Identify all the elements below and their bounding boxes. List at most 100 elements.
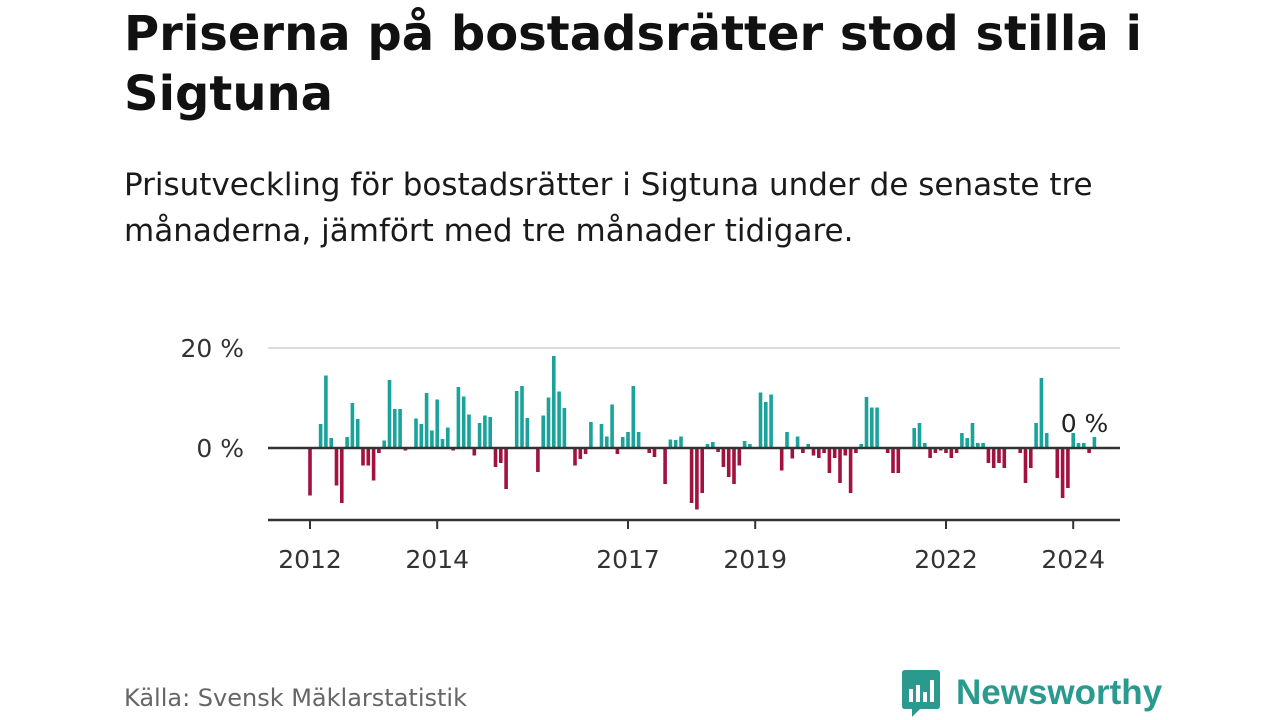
bar <box>827 448 832 473</box>
bar <box>769 394 773 448</box>
bar <box>991 448 996 468</box>
bar <box>414 418 418 448</box>
bar <box>440 439 445 448</box>
bar <box>981 443 985 448</box>
bar <box>477 423 482 448</box>
bar <box>345 437 349 448</box>
bar <box>1071 433 1075 448</box>
bar <box>552 356 556 448</box>
bar <box>917 423 922 448</box>
bar <box>875 407 879 448</box>
bar <box>536 448 540 472</box>
bar <box>520 386 524 448</box>
bar <box>546 397 551 448</box>
y-tick-label: 0 % <box>196 434 244 463</box>
source-note: Källa: Svensk Mäklarstatistik <box>124 684 467 712</box>
bar <box>398 409 402 448</box>
bar <box>668 439 673 448</box>
bar <box>525 418 530 448</box>
x-tick-label: 2019 <box>723 545 787 574</box>
bar <box>716 448 720 452</box>
bar <box>1060 448 1065 498</box>
bar <box>859 444 863 448</box>
bar <box>949 448 954 458</box>
bar <box>1029 448 1033 468</box>
bar <box>1092 437 1097 448</box>
bar <box>620 437 625 448</box>
bar <box>430 430 434 448</box>
chart-title: Priserna på bostadsrätter stod stilla i … <box>124 6 1142 122</box>
bar <box>954 448 959 453</box>
bar <box>340 448 344 503</box>
bar <box>870 407 874 448</box>
bar <box>960 433 964 448</box>
bar <box>970 423 975 448</box>
bar <box>838 448 842 483</box>
bar <box>461 396 466 448</box>
bar <box>1034 423 1038 448</box>
bar <box>610 404 614 448</box>
bar <box>652 448 657 457</box>
bar <box>933 448 938 453</box>
x-tick-label: 2012 <box>278 545 342 574</box>
bar <box>673 440 678 448</box>
bar <box>541 415 545 448</box>
y-tick-label: 20 % <box>180 334 244 363</box>
bar <box>1066 448 1070 488</box>
bar <box>1055 448 1060 478</box>
bar <box>605 436 609 448</box>
bar <box>562 408 567 448</box>
bar <box>573 448 577 466</box>
bar <box>583 448 588 454</box>
bar <box>361 448 365 466</box>
bar <box>663 448 667 484</box>
bar <box>1044 433 1049 448</box>
bar <box>446 427 450 448</box>
bar <box>324 375 328 448</box>
bar <box>387 380 392 448</box>
bar <box>1076 443 1081 448</box>
bar <box>843 448 848 456</box>
bar <box>631 386 636 448</box>
bar <box>435 399 439 448</box>
x-tick-label: 2022 <box>914 545 978 574</box>
bar <box>896 448 901 473</box>
bar <box>504 448 508 489</box>
x-tick-label: 2014 <box>405 545 469 574</box>
bar <box>488 417 492 448</box>
newsworthy-logo-text: Newsworthy <box>956 673 1163 712</box>
bar <box>424 393 429 448</box>
bar <box>1002 448 1007 468</box>
bar <box>578 448 583 459</box>
bar <box>514 391 519 448</box>
bar <box>1087 448 1091 453</box>
x-tick-label: 2017 <box>596 545 660 574</box>
bar <box>806 444 810 448</box>
bar <box>748 444 752 448</box>
bar <box>891 448 895 473</box>
bar <box>854 448 858 453</box>
bar <box>705 444 710 448</box>
bar <box>557 391 561 448</box>
bar <box>615 448 620 454</box>
bar <box>764 402 768 448</box>
bar <box>923 443 927 448</box>
bar <box>679 436 683 448</box>
bar <box>472 448 477 456</box>
bar <box>350 403 355 448</box>
bar <box>419 424 424 448</box>
bar <box>997 448 1001 463</box>
bar <box>695 448 699 510</box>
bar <box>790 448 795 459</box>
bar <box>742 441 747 448</box>
newsworthy-logo[interactable]: Newsworthy <box>900 668 1162 718</box>
bar <box>732 448 736 484</box>
bar <box>499 448 503 463</box>
bar <box>318 424 323 448</box>
bar <box>817 448 821 458</box>
bar <box>382 440 386 448</box>
bar <box>737 448 742 466</box>
bar <box>329 438 333 448</box>
bar <box>456 387 461 448</box>
latest-value-label: 0 % <box>1061 409 1109 438</box>
